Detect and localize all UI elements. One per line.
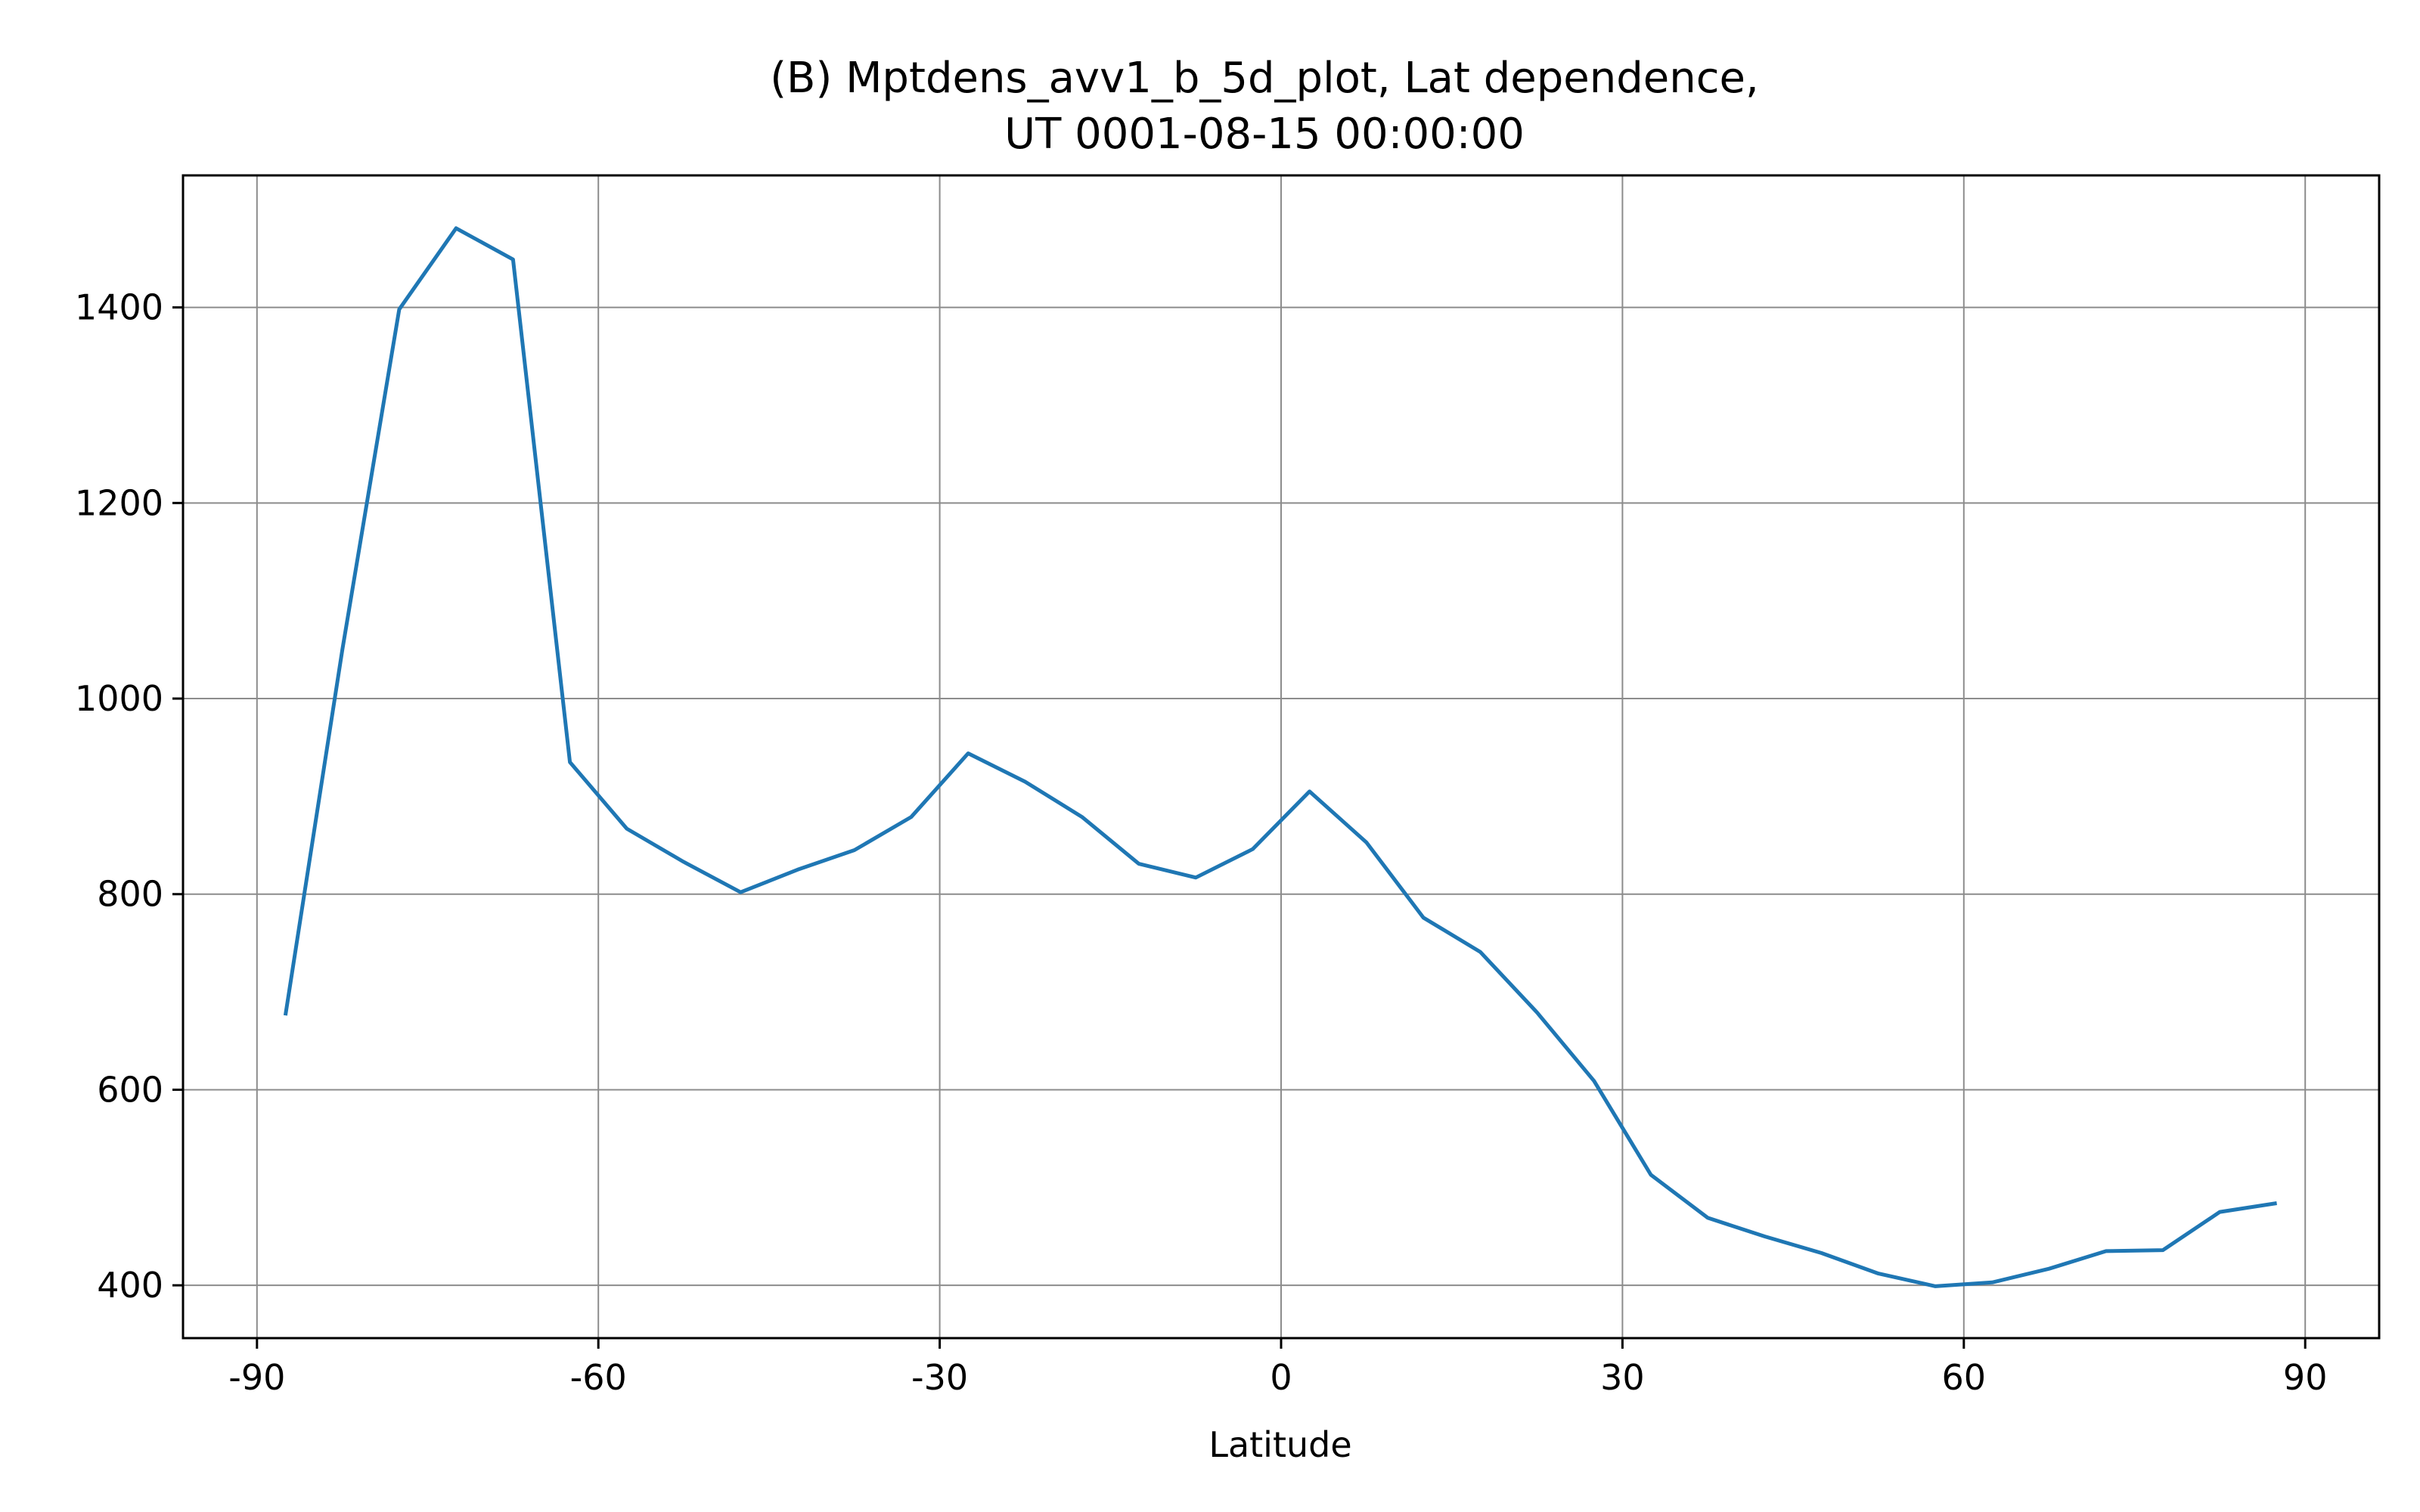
y-tick-label: 1200 — [75, 482, 163, 523]
x-tick-label: -90 — [228, 1357, 285, 1398]
grid-lines — [183, 175, 2379, 1338]
x-tick-label: -30 — [911, 1357, 968, 1398]
x-tick-label: 30 — [1600, 1357, 1645, 1398]
y-tick-label: 600 — [97, 1069, 163, 1110]
y-tick-label: 800 — [97, 874, 163, 915]
data-series — [283, 226, 2277, 1288]
x-tick-label: 0 — [1270, 1357, 1292, 1398]
y-tick-label: 400 — [97, 1265, 163, 1306]
y-axis: 400 600 800 1000 1200 1400 — [75, 287, 183, 1306]
x-tick-label: 90 — [2283, 1357, 2328, 1398]
x-axis-label: Latitude — [1208, 1424, 1351, 1465]
y-tick-label: 1000 — [75, 678, 163, 719]
y-tick-label: 1400 — [75, 287, 163, 328]
x-tick-label: 60 — [1942, 1357, 1987, 1398]
series-line — [283, 226, 2277, 1288]
x-tick-label: -60 — [570, 1357, 627, 1398]
chart-title-line-2: UT 0001-08-15 00:00:00 — [1004, 110, 1525, 159]
chart-title-line-1: (B) Mptdens_avv1_b_5d_plot, Lat dependen… — [770, 54, 1759, 103]
x-axis: -90 -60 -30 0 30 60 90 — [228, 1338, 2327, 1398]
